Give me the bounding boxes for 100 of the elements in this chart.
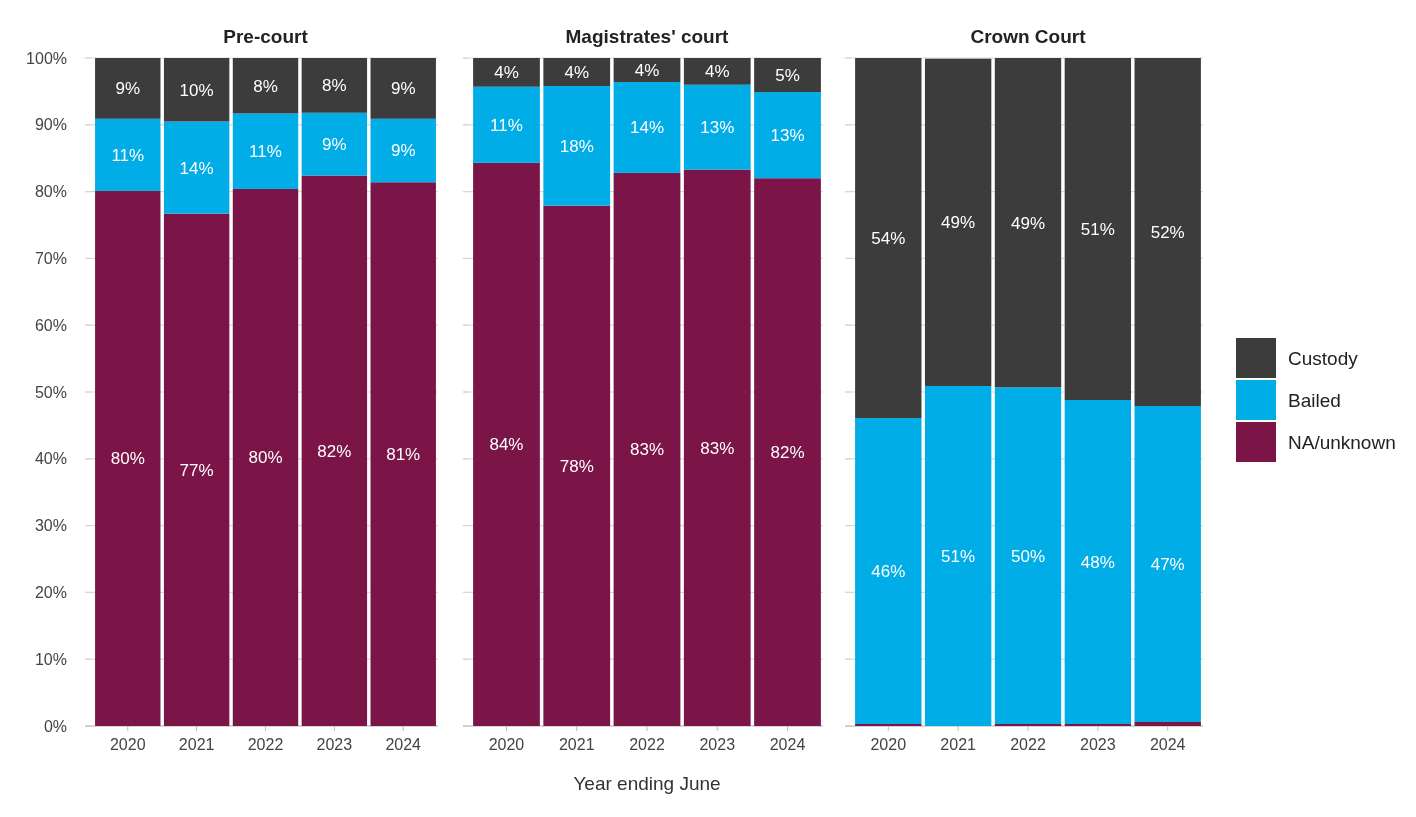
data-label: 47% xyxy=(1150,554,1185,574)
bar xyxy=(1134,406,1201,722)
bar xyxy=(473,162,540,726)
data-label: 4% xyxy=(634,60,660,80)
bar xyxy=(95,58,161,119)
data-label: 51% xyxy=(941,546,976,566)
legend-label: Bailed xyxy=(1288,389,1341,411)
y-tick-label: 100% xyxy=(26,49,67,67)
data-label: 46% xyxy=(871,561,906,581)
bar xyxy=(754,178,821,726)
x-tick-label: 2020 xyxy=(870,736,907,753)
x-tick-label: 2024 xyxy=(769,736,806,753)
bar xyxy=(301,58,368,113)
data-label: 10% xyxy=(179,80,214,100)
bar xyxy=(1134,58,1201,407)
data-label: 49% xyxy=(941,213,976,233)
bar xyxy=(543,86,611,206)
bar xyxy=(473,86,540,163)
data-label: 5% xyxy=(775,65,800,85)
x-tick-label: 2020 xyxy=(109,736,146,753)
bar xyxy=(683,169,751,726)
data-label: 48% xyxy=(1080,552,1115,572)
data-label: 14% xyxy=(629,118,665,138)
bar xyxy=(1064,400,1132,724)
chart-title: Magistrates' court xyxy=(565,26,730,47)
data-label: 13% xyxy=(700,118,735,138)
bar xyxy=(1134,721,1201,726)
y-tick-label: 10% xyxy=(34,650,67,668)
data-label: 84% xyxy=(489,435,524,455)
y-tick-label: 20% xyxy=(34,584,67,601)
bar xyxy=(855,418,922,724)
bar xyxy=(994,387,1062,724)
bar xyxy=(163,121,230,214)
bar xyxy=(683,58,751,85)
y-tick-label: 50% xyxy=(34,383,67,401)
y-tick-label: 40% xyxy=(34,450,67,468)
bar xyxy=(232,188,299,726)
data-label: 4% xyxy=(494,63,519,83)
data-label: 14% xyxy=(179,158,214,178)
data-label: 83% xyxy=(629,440,665,460)
data-label: 80% xyxy=(248,448,283,468)
x-tick-label: 2020 xyxy=(488,736,525,753)
x-tick-label: 2023 xyxy=(316,736,353,753)
bar xyxy=(370,118,436,183)
bar xyxy=(473,58,540,87)
bar xyxy=(994,58,1062,388)
y-tick-label: 60% xyxy=(34,316,67,334)
data-label: 4% xyxy=(704,62,730,82)
x-tick-label: 2023 xyxy=(1080,736,1116,753)
data-label: 8% xyxy=(253,76,278,96)
x-tick-label: 2022 xyxy=(629,736,665,753)
data-label: 11% xyxy=(490,115,523,135)
x-tick-label: 2021 xyxy=(178,736,215,753)
legend-label: Custody xyxy=(1288,347,1359,369)
data-label: 81% xyxy=(386,445,421,465)
data-label: 82% xyxy=(317,441,352,461)
data-label: 4% xyxy=(564,62,590,82)
bar xyxy=(924,58,992,386)
x-tick-label: 2024 xyxy=(385,736,422,753)
data-label: 52% xyxy=(1150,222,1185,242)
data-label: 51% xyxy=(1080,219,1115,239)
data-label: 50% xyxy=(1010,546,1046,566)
data-label: 80% xyxy=(110,449,145,469)
data-label: 13% xyxy=(770,126,805,146)
data-label: 54% xyxy=(871,228,906,248)
bar xyxy=(683,84,751,170)
data-label: 9% xyxy=(115,79,141,99)
y-tick-label: 80% xyxy=(34,183,67,201)
y-tick-label: 90% xyxy=(34,116,67,134)
data-label: 8% xyxy=(322,76,347,96)
data-label: 9% xyxy=(390,79,416,99)
bar xyxy=(95,118,161,191)
x-tick-label: 2021 xyxy=(558,736,595,753)
bar xyxy=(855,58,922,419)
data-label: 78% xyxy=(559,456,594,476)
chart-title: Crown Court xyxy=(970,26,1087,47)
bar xyxy=(370,58,436,119)
bar xyxy=(613,82,681,173)
bar xyxy=(95,190,161,726)
legend-label: NA/unknown xyxy=(1288,431,1396,453)
bar xyxy=(613,172,681,726)
chart-title: Pre-court xyxy=(223,26,309,47)
x-axis-title: Year ending June xyxy=(573,773,721,794)
data-label: 49% xyxy=(1010,213,1046,233)
y-tick-label: 70% xyxy=(34,250,67,267)
data-label: 11% xyxy=(249,142,282,162)
bar xyxy=(754,58,821,93)
x-tick-label: 2022 xyxy=(247,736,284,753)
bar xyxy=(543,205,611,726)
data-label: 83% xyxy=(700,438,735,458)
x-tick-label: 2023 xyxy=(699,736,736,753)
x-tick-label: 2024 xyxy=(1149,736,1186,753)
bar xyxy=(232,58,299,114)
bar xyxy=(924,385,992,726)
data-label: 9% xyxy=(322,135,347,155)
bar xyxy=(163,58,230,122)
bar xyxy=(370,182,436,726)
y-tick-label: 30% xyxy=(34,517,67,535)
bar xyxy=(754,92,821,179)
x-tick-label: 2022 xyxy=(1010,736,1046,753)
